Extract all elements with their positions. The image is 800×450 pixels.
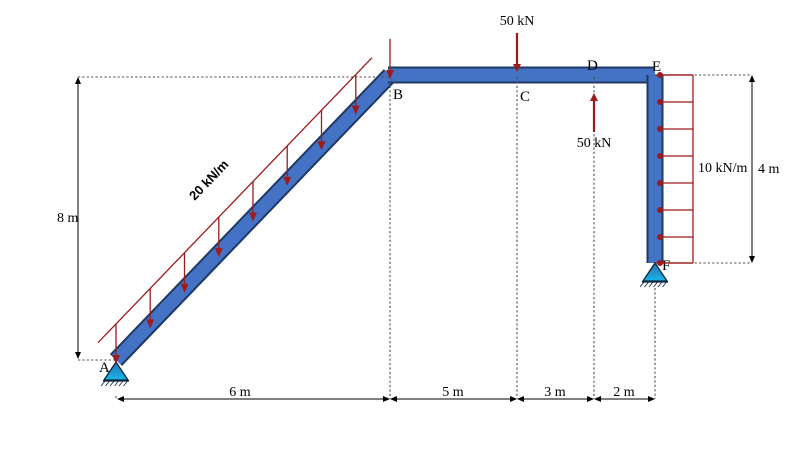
- svg-text:50 kN: 50 kN: [577, 136, 612, 151]
- svg-text:6 m: 6 m: [229, 385, 251, 400]
- svg-text:10 kN/m: 10 kN/m: [698, 161, 748, 176]
- svg-text:D: D: [587, 58, 598, 74]
- svg-text:4 m: 4 m: [758, 162, 780, 177]
- svg-text:3 m: 3 m: [544, 385, 566, 400]
- svg-text:2 m: 2 m: [613, 385, 635, 400]
- svg-text:5 m: 5 m: [442, 385, 464, 400]
- svg-text:A: A: [99, 360, 110, 376]
- svg-text:8 m: 8 m: [57, 211, 79, 226]
- svg-text:B: B: [393, 87, 403, 103]
- svg-text:C: C: [520, 89, 530, 105]
- svg-text:50 kN: 50 kN: [500, 14, 535, 29]
- svg-text:F: F: [662, 258, 670, 274]
